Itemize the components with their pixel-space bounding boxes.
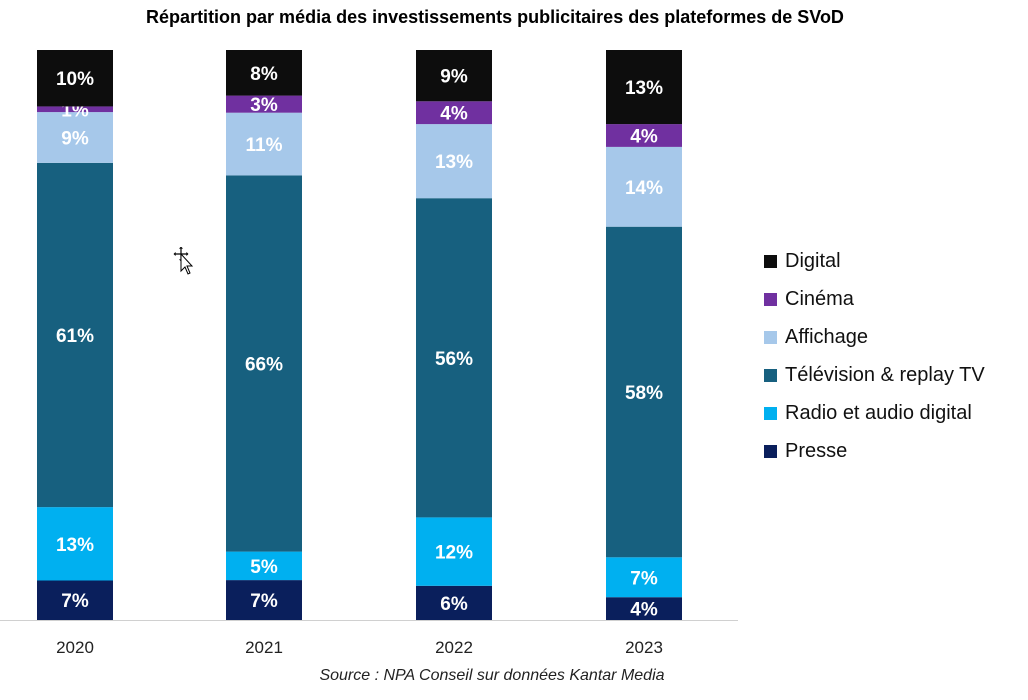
- legend-label: Digital: [785, 249, 841, 272]
- data-label: 58%: [625, 383, 663, 404]
- move-cursor-icon: [172, 245, 194, 275]
- legend-swatch: [764, 330, 777, 344]
- bar-segment: [416, 585, 492, 620]
- bar-segment: [226, 175, 302, 552]
- bar-segment: [37, 106, 113, 113]
- bar-segment: [606, 557, 682, 598]
- bar-segment: [37, 580, 113, 620]
- data-label: 7%: [630, 568, 658, 589]
- data-label: 6%: [440, 594, 468, 615]
- data-label: 8%: [250, 64, 278, 85]
- bar-segment: [37, 50, 113, 107]
- legend-swatch: [764, 292, 777, 306]
- legend-item: Télévision & replay TV: [764, 356, 985, 394]
- data-label: 9%: [61, 128, 89, 149]
- legend-label: Affichage: [785, 325, 869, 348]
- x-tick-label: 2022: [435, 638, 473, 657]
- data-label: 13%: [56, 535, 94, 556]
- data-label: 9%: [440, 67, 468, 88]
- bar-segment: [416, 198, 492, 518]
- data-label: 5%: [250, 557, 278, 578]
- bar-segment: [606, 146, 682, 227]
- data-label: 7%: [250, 591, 278, 612]
- bar-segment: [226, 580, 302, 620]
- bar-segment: [606, 597, 682, 620]
- bar-segment: [416, 50, 492, 102]
- legend-swatch: [764, 444, 777, 458]
- legend-label: Presse: [785, 439, 848, 462]
- data-label: 56%: [435, 349, 473, 370]
- legend-label: Cinéma: [785, 287, 854, 310]
- data-label: 4%: [630, 600, 658, 621]
- data-label: 4%: [630, 127, 658, 148]
- data-label: 4%: [440, 104, 468, 125]
- legend-item: Presse: [764, 432, 985, 470]
- data-label: 10%: [56, 69, 94, 90]
- bar-segment: [606, 226, 682, 558]
- bar-segment: [226, 112, 302, 176]
- legend-label: Télévision & replay TV: [785, 363, 985, 386]
- data-label: 66%: [245, 355, 283, 376]
- data-label: 12%: [435, 543, 473, 564]
- bar-segment: [226, 95, 302, 113]
- data-label: 61%: [56, 326, 94, 347]
- legend-swatch: [764, 368, 777, 382]
- bar-segment: [226, 551, 302, 581]
- legend: Digital Cinéma Affichage Télévision & repla…: [764, 242, 985, 470]
- bar-segment: [606, 124, 682, 147]
- legend-item: Radio et audio digital: [764, 394, 985, 432]
- data-label: 13%: [625, 78, 663, 99]
- bar-segment: [37, 162, 113, 508]
- data-label: 3%: [250, 95, 278, 116]
- legend-item: Digital: [764, 242, 985, 280]
- bar-segment: [37, 112, 113, 163]
- bar-segment: [416, 517, 492, 586]
- source-note: Source : NPA Conseil sur données Kantar …: [319, 667, 665, 684]
- legend-swatch: [764, 406, 777, 420]
- bar-segment: [606, 50, 682, 125]
- x-tick-label: 2021: [245, 638, 283, 657]
- data-label: 13%: [435, 152, 473, 173]
- x-tick-label: 2020: [56, 638, 94, 657]
- legend-label: Radio et audio digital: [785, 401, 972, 424]
- data-label: 11%: [246, 135, 283, 156]
- bar-segment: [226, 50, 302, 96]
- bar-segment: [37, 507, 113, 581]
- data-label: 14%: [625, 178, 663, 199]
- chart-title: Répartition par média des investissement…: [146, 7, 844, 27]
- legend-item: Cinéma: [764, 280, 985, 318]
- x-tick-label: 2023: [625, 638, 663, 657]
- bar-segment: [416, 101, 492, 125]
- data-label: 7%: [61, 591, 89, 612]
- bar-segment: [416, 124, 492, 199]
- legend-swatch: [764, 254, 777, 268]
- legend-item: Affichage: [764, 318, 985, 356]
